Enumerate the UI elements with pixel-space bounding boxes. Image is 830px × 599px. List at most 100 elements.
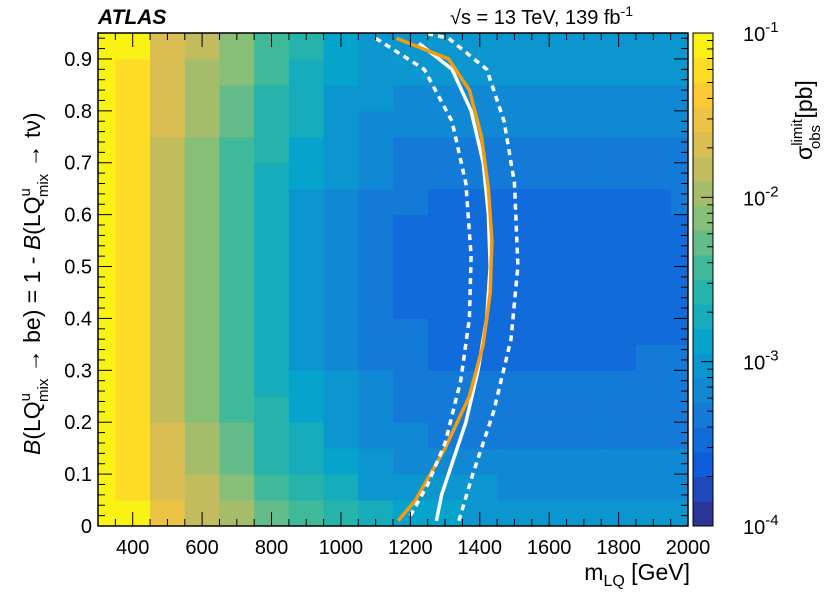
heatmap-cell [150, 370, 186, 397]
heatmap-cell [393, 292, 429, 319]
heatmap-cell [219, 318, 255, 345]
color-scale-band [693, 230, 713, 256]
heatmap-cell [98, 214, 116, 242]
heatmap-cell [184, 292, 220, 319]
heatmap-cell [427, 266, 463, 293]
heatmap-cell [184, 84, 220, 112]
heatmap-cell [254, 240, 290, 268]
heatmap-cell [98, 370, 116, 397]
heatmap-cell [323, 214, 359, 242]
heatmap-cell [288, 136, 325, 164]
heatmap-cell [393, 84, 429, 112]
heatmap-cell [184, 266, 220, 293]
heatmap-cell [288, 370, 325, 397]
heatmap-cell [323, 448, 359, 475]
heatmap-cell [601, 266, 637, 293]
heatmap-cell [254, 266, 290, 293]
heatmap-cell [601, 240, 637, 268]
heatmap-cell [670, 110, 689, 138]
heatmap-cell [115, 214, 151, 242]
y-tick-label: 0.5 [64, 257, 92, 279]
heatmap-cell [219, 240, 255, 268]
heatmap-cell [219, 396, 255, 423]
heatmap-cell [254, 344, 290, 371]
heatmap-cell [635, 162, 672, 190]
heatmap-cell [635, 370, 672, 397]
z-tick-label: 10-1 [743, 19, 779, 46]
heatmap-cell [531, 474, 568, 501]
heatmap-cell [635, 58, 672, 86]
heatmap-cell [670, 448, 689, 475]
heatmap-cell [462, 292, 498, 319]
heatmap-cell [323, 188, 359, 216]
heatmap-cell [98, 292, 116, 319]
z-tick-label: 10-4 [743, 512, 779, 539]
heatmap-cell [184, 448, 220, 475]
heatmap-cell [531, 110, 568, 138]
heatmap-cell [358, 422, 394, 449]
heatmap-cell [323, 344, 359, 371]
color-scale-band [693, 353, 713, 379]
heatmap-cell [427, 110, 463, 138]
heatmap-cell [323, 422, 359, 449]
heatmap-cell [670, 58, 689, 86]
heatmap-cell [98, 500, 116, 527]
heatmap-cell [254, 188, 290, 216]
limit-contours [374, 31, 520, 522]
heatmap-cell [358, 110, 394, 138]
heatmap-cell [184, 318, 220, 345]
heatmap-cell [462, 370, 498, 397]
heatmap-cell [219, 162, 255, 190]
heatmap-cell [497, 422, 533, 449]
heatmap-cell [358, 474, 394, 501]
heatmap-cell [150, 474, 186, 501]
heatmap-cell [184, 58, 220, 86]
heatmap-cell [150, 58, 186, 86]
heatmap-cell [98, 396, 116, 423]
heatmap-cell [566, 58, 602, 86]
heatmap-cell [635, 188, 672, 216]
heatmap-cell [670, 136, 689, 164]
heatmap-cell [531, 240, 568, 268]
heatmap-cell [393, 136, 429, 164]
heatmap-cell [219, 84, 255, 112]
heatmap-cell [115, 448, 151, 475]
contour-expected-minus-1sigma [374, 36, 473, 517]
heatmap-cell [670, 33, 689, 60]
heatmap-cell [635, 448, 672, 475]
heatmap-cell [531, 292, 568, 319]
x-axis-title: mLQ [GeV] [584, 559, 690, 590]
heatmap-cell [566, 136, 602, 164]
heatmap-cell [670, 422, 689, 449]
heatmap-cell [254, 318, 290, 345]
x-tick-label: 1400 [458, 537, 503, 559]
heatmap-cell [497, 58, 533, 86]
heatmap-cell [393, 240, 429, 268]
heatmap-cell [531, 188, 568, 216]
heatmap-cell [393, 344, 429, 371]
heatmap-cell [531, 266, 568, 293]
heatmap-cell [566, 162, 602, 190]
heatmap-cell [601, 84, 637, 112]
heatmap-cell [393, 448, 429, 475]
heatmap-cell [358, 370, 394, 397]
heatmap-cell [601, 214, 637, 242]
heatmap-cell [670, 396, 689, 423]
heatmap-cell [323, 292, 359, 319]
heatmap-cell [635, 318, 672, 345]
heatmap-cell [497, 344, 533, 371]
heatmap-cell [566, 292, 602, 319]
heatmap-cell [219, 344, 255, 371]
heatmap-cell [219, 110, 255, 138]
heatmap-cell [219, 448, 255, 475]
heatmap-cell [358, 240, 394, 268]
heatmap-cell [601, 422, 637, 449]
heatmap-cell [219, 422, 255, 449]
heatmap-cell [288, 292, 325, 319]
heatmap-cell [323, 370, 359, 397]
heatmap-cell [115, 292, 151, 319]
y-tick-label: 0.8 [64, 101, 92, 123]
heatmap-cell [635, 84, 672, 112]
heatmap-cell [323, 240, 359, 268]
heatmap-cell [635, 266, 672, 293]
